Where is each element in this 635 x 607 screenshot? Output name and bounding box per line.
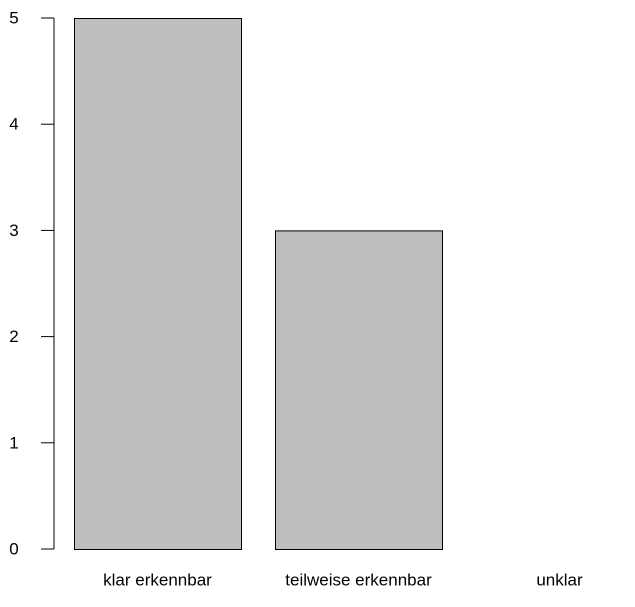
bar [74,18,242,550]
y-tick-label: 3 [9,221,18,240]
x-tick-label: unklar [536,571,583,590]
y-tick-label: 2 [9,327,18,346]
x-axis-labels: klar erkennbar teilweise erkennbar unklar [103,571,583,590]
bars [74,18,443,550]
bar [275,230,443,550]
y-tick-label: 0 [9,540,18,559]
x-tick-label: teilweise erkennbar [285,571,432,590]
y-axis: 0 1 2 3 4 5 [9,9,55,559]
y-tick-label: 1 [9,433,18,452]
y-tick-label: 5 [9,9,18,28]
y-tick-label: 4 [9,115,18,134]
x-tick-label: klar erkennbar [103,571,212,590]
